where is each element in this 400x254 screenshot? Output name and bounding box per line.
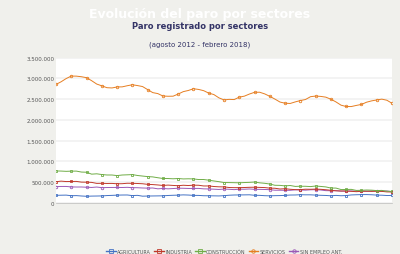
Text: Evolución del paro por sectores: Evolución del paro por sectores <box>90 8 310 21</box>
Legend: AGRICULTURA, INDUSTRIA, CONSTRUCCIÓN, SERVICIOS, SIN EMPLEO ANT.: AGRICULTURA, INDUSTRIA, CONSTRUCCIÓN, SE… <box>104 247 344 254</box>
Text: Paro registrado por sectores: Paro registrado por sectores <box>132 22 268 30</box>
Text: (agosto 2012 - febrero 2018): (agosto 2012 - febrero 2018) <box>149 42 251 48</box>
